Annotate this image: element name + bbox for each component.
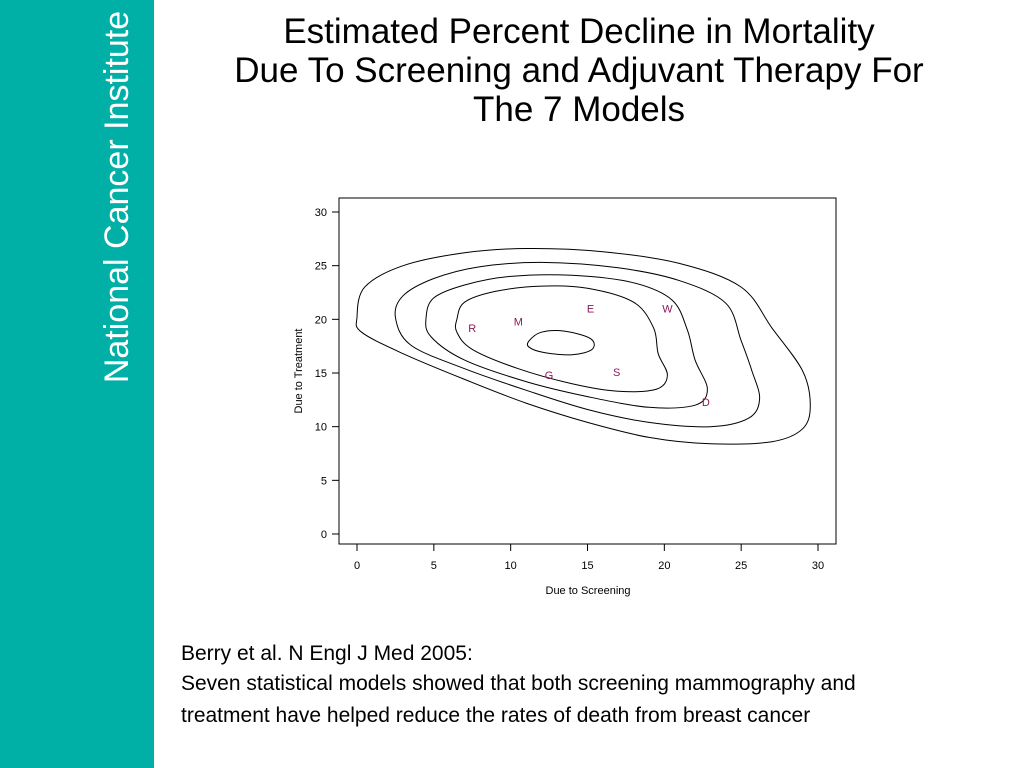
x-axis: 0 5 10 15 20 25 30 [354, 543, 824, 572]
point-label-r: R [468, 323, 476, 335]
sidebar-logo: National Cancer Institute [98, 11, 136, 383]
point-label-g: G [545, 370, 554, 382]
contour-line-4 [454, 285, 668, 393]
y-axis-label: Due to Treatment [293, 329, 305, 414]
slide-caption: Berry et al. N Engl J Med 2005: Seven st… [181, 640, 1011, 732]
model-points: R M E W G S D [468, 304, 710, 409]
title-line-3: The 7 Models [472, 90, 686, 129]
caption-line-2: Seven statistical models showed that bot… [181, 672, 856, 695]
contour-line-2 [394, 261, 761, 428]
contour-line-1 [355, 247, 811, 445]
caption-line-1: Berry et al. N Engl J Med 2005: [181, 642, 473, 665]
contour-lines [355, 247, 811, 445]
sidebar-banner [0, 0, 154, 768]
point-label-s: S [613, 367, 620, 379]
x-tick-label-0: 0 [354, 560, 360, 572]
y-tick-label-25: 25 [315, 261, 327, 273]
x-tick-label-25: 25 [735, 560, 747, 572]
y-tick-label-0: 0 [321, 529, 327, 541]
contour-chart: R M E W G S D 0 5 10 15 20 25 30 0 5 10 15 20 25 30 Due to… [293, 197, 837, 597]
x-tick-label-5: 5 [431, 560, 437, 572]
y-tick-label-15: 15 [315, 368, 327, 380]
y-tick-label-20: 20 [315, 314, 327, 326]
y-tick-label-10: 10 [315, 422, 327, 434]
y-tick-label-30: 30 [315, 207, 327, 219]
x-tick-label-20: 20 [658, 560, 670, 572]
contour-line-3 [425, 274, 708, 409]
x-tick-label-15: 15 [581, 560, 593, 572]
slide-title: Estimated Percent Decline in Mortality D… [154, 12, 1004, 129]
sidebar-logo-text: National Cancer Institute [98, 11, 136, 383]
point-label-w: W [662, 304, 673, 316]
x-tick-label-30: 30 [812, 560, 824, 572]
contour-line-5 [526, 330, 595, 356]
x-axis-label: Due to Screening [546, 585, 631, 597]
title-line-2: Due To Screening and Adjuvant Therapy Fo… [234, 51, 924, 90]
caption-line-3: treatment have helped reduce the rates o… [181, 704, 811, 727]
y-tick-label-5: 5 [321, 475, 327, 487]
point-label-e: E [587, 304, 594, 316]
x-tick-label-10: 10 [505, 560, 517, 572]
title-line-1: Estimated Percent Decline in Mortality [283, 12, 875, 51]
point-label-m: M [514, 316, 523, 328]
point-label-d: D [702, 397, 710, 409]
y-axis: 0 5 10 15 20 25 30 [315, 207, 340, 541]
